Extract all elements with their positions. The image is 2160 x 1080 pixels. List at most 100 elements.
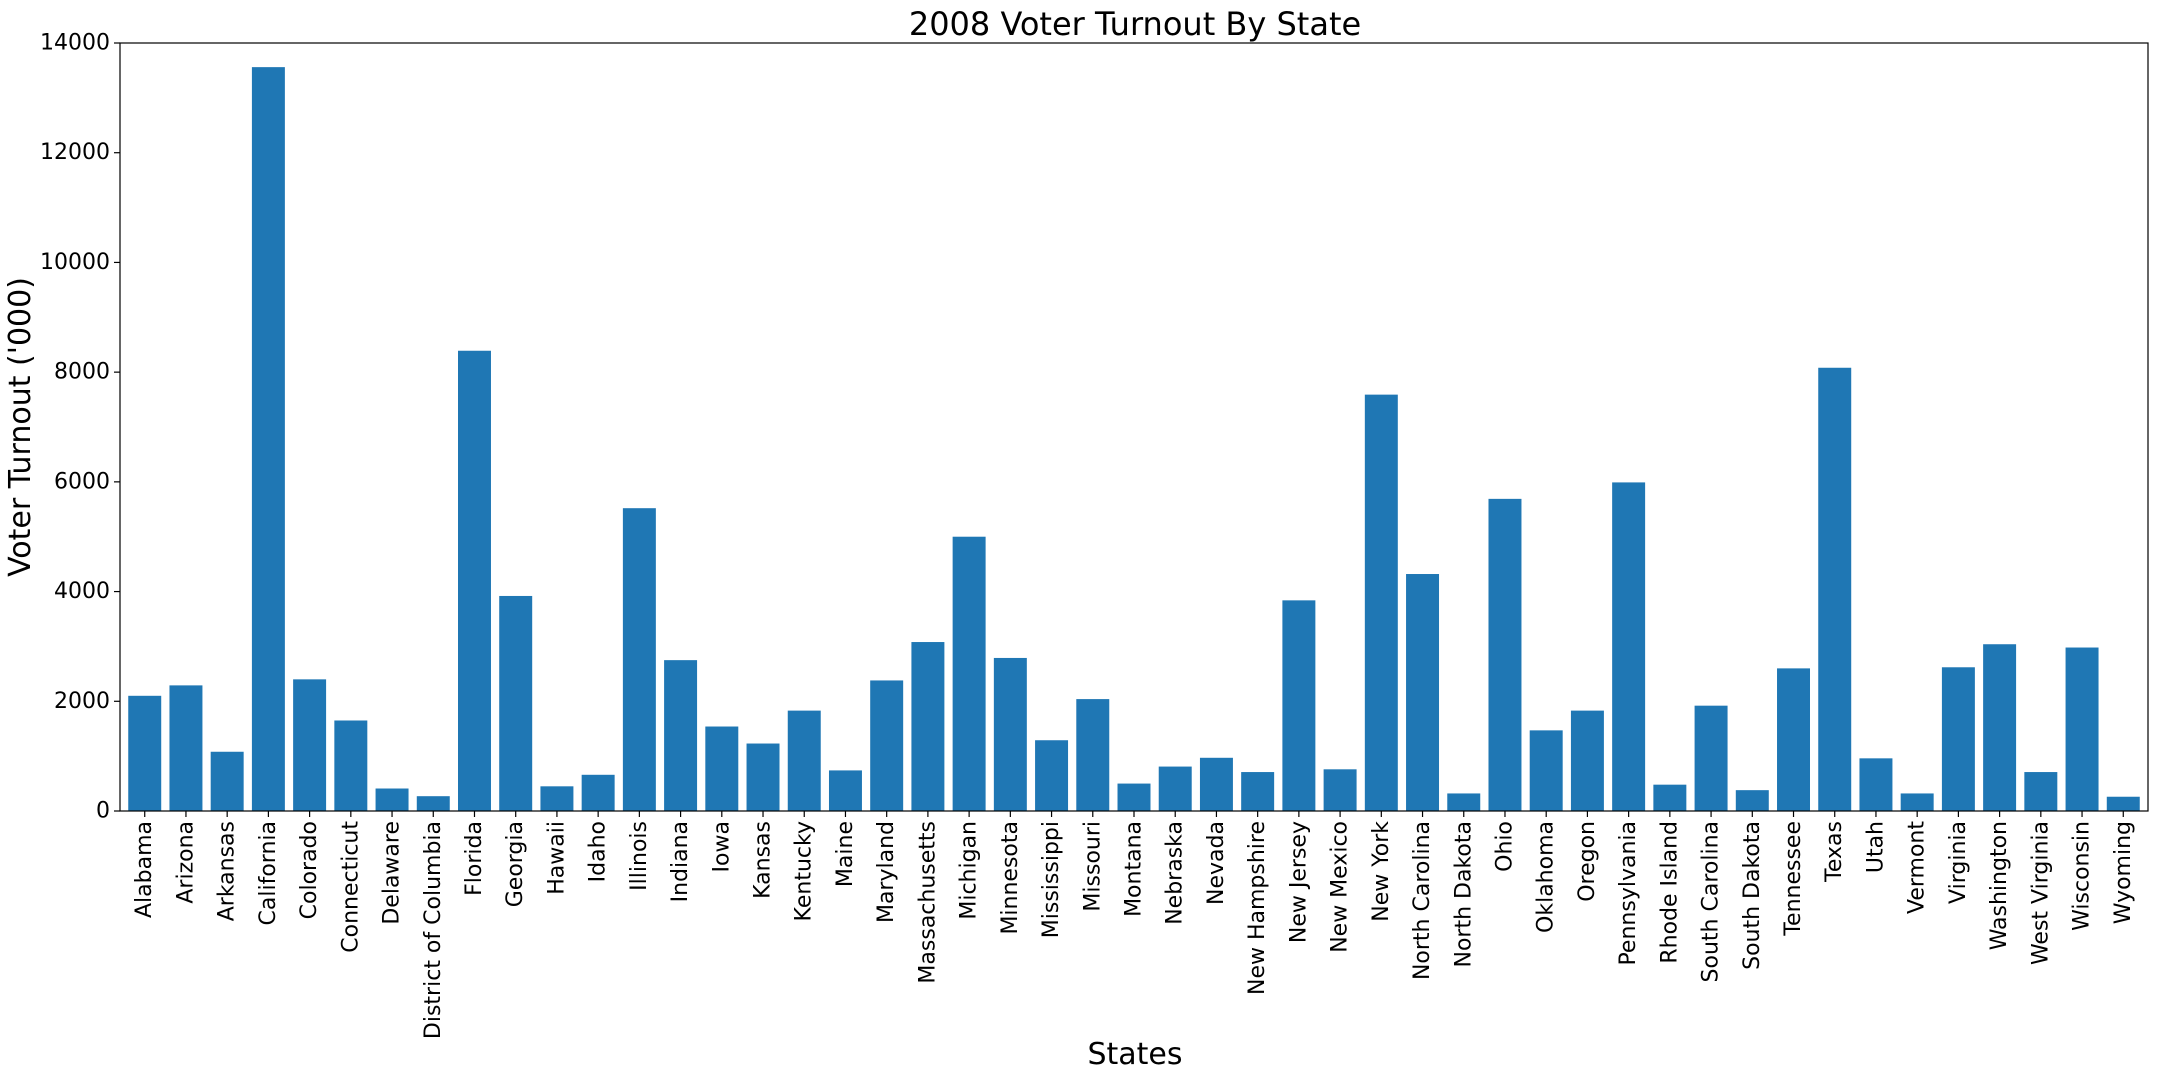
x-tick-label: Maryland — [874, 821, 899, 923]
x-tick-label: New Mexico — [1328, 821, 1353, 953]
x-tick-label: New Jersey — [1286, 821, 1311, 943]
bar-kentucky — [787, 710, 821, 811]
x-tick-label: Nebraska — [1163, 821, 1188, 925]
bar-kansas — [746, 743, 780, 811]
bar-delaware — [375, 788, 409, 811]
bar-washington — [1983, 644, 2017, 811]
x-tick-label: South Dakota — [1740, 821, 1765, 970]
bars — [128, 67, 2140, 811]
plot-frame — [119, 42, 2149, 812]
x-tick-label: Idaho — [586, 821, 611, 882]
bar-connecticut — [334, 720, 368, 811]
bar-wisconsin — [2065, 647, 2099, 811]
x-tick-label: Oklahoma — [1534, 821, 1559, 933]
bar-wyoming — [2106, 796, 2140, 811]
x-tick-label: Missouri — [1080, 821, 1105, 912]
bar-new-mexico — [1323, 769, 1357, 811]
x-tick-label: Kentucky — [792, 821, 817, 921]
x-tick-label: Colorado — [297, 821, 322, 919]
x-tick-label: Mississippi — [1039, 821, 1064, 938]
bar-south-carolina — [1694, 705, 1728, 811]
bar-nebraska — [1158, 766, 1192, 811]
x-tick-label: Florida — [462, 821, 487, 896]
x-tick-label: Vermont — [1905, 821, 1930, 914]
y-tick-label: 4000 — [54, 579, 110, 604]
y-tick-label: 2000 — [54, 689, 110, 714]
x-tick-label: Delaware — [380, 821, 405, 925]
x-tick-label: Virginia — [1946, 821, 1971, 904]
y-tick-label: 10000 — [40, 250, 110, 275]
y-tick-label: 6000 — [54, 469, 110, 494]
x-tick-label: Wisconsin — [2070, 821, 2095, 931]
x-tick-label: Tennessee — [1781, 821, 1806, 937]
x-tick-label: Hawaii — [544, 821, 569, 895]
chart-title: 2008 Voter Turnout By State — [909, 5, 1361, 43]
x-tick-label: Nevada — [1204, 821, 1229, 905]
x-tick-label: Alabama — [132, 821, 157, 918]
x-tick-label: District of Columbia — [421, 821, 446, 1039]
bar-new-york — [1364, 394, 1398, 811]
x-tick-label: Iowa — [709, 821, 734, 872]
bar-new-hampshire — [1241, 772, 1275, 811]
x-tick-label: Pennsylvania — [1616, 821, 1641, 966]
bar-texas — [1818, 367, 1852, 811]
bar-nevada — [1199, 757, 1233, 811]
bar-idaho — [581, 774, 615, 811]
x-tick-label: Minnesota — [998, 821, 1023, 935]
x-tick-label: Illinois — [627, 821, 652, 891]
bar-north-carolina — [1406, 574, 1440, 811]
bar-illinois — [622, 508, 656, 811]
bar-virginia — [1941, 667, 1975, 811]
bar-iowa — [705, 726, 739, 811]
x-tick-label: Georgia — [503, 821, 528, 907]
bar-vermont — [1900, 793, 1934, 811]
x-tick-label: New York — [1369, 821, 1394, 922]
bar-alabama — [128, 695, 162, 811]
x-tick-label: Washington — [1987, 821, 2012, 950]
x-tick-label: Michigan — [957, 821, 982, 920]
bar-maine — [828, 770, 862, 811]
x-tick-label: Maine — [833, 821, 858, 887]
x-tick-label: Arizona — [173, 821, 198, 904]
bar-arkansas — [210, 751, 244, 811]
x-axis-label: States — [1087, 1037, 1182, 1072]
x-tick-label: West Virginia — [2028, 821, 2053, 965]
x-axis: Alabama Arizona Arkansas California Colorado… — [132, 811, 2136, 1039]
bar-arizona — [169, 685, 203, 811]
x-tick-label: North Dakota — [1451, 821, 1476, 967]
bar-georgia — [499, 595, 533, 811]
x-tick-label: California — [256, 821, 281, 925]
x-tick-label: Rhode Island — [1657, 821, 1682, 964]
x-tick-label: Kansas — [751, 821, 776, 899]
bar-rhode-island — [1653, 784, 1687, 811]
bar-california — [251, 67, 285, 811]
x-tick-label: Ohio — [1492, 821, 1517, 872]
x-tick-label: Oregon — [1575, 821, 1600, 902]
y-tick-label: 0 — [96, 799, 110, 824]
bar-indiana — [664, 660, 698, 811]
x-tick-label: Arkansas — [215, 821, 240, 921]
bar-district-of-columbia — [416, 796, 450, 811]
x-tick-label: Indiana — [668, 821, 693, 902]
bar-oregon — [1570, 710, 1604, 811]
bar-minnesota — [993, 657, 1027, 811]
bar-oklahoma — [1529, 730, 1563, 811]
y-tick-label: 8000 — [54, 360, 110, 385]
bar-ohio — [1488, 498, 1522, 811]
x-tick-label: Utah — [1863, 821, 1888, 873]
bar-north-dakota — [1447, 793, 1481, 811]
x-tick-label: New Hampshire — [1245, 821, 1270, 995]
x-tick-label: Texas — [1822, 821, 1847, 883]
bar-west-virginia — [2024, 772, 2058, 811]
y-axis-label: Voter Turnout ('000) — [3, 277, 38, 577]
bar-mississippi — [1035, 740, 1069, 811]
bar-new-jersey — [1282, 600, 1316, 811]
x-tick-label: Massachusetts — [915, 821, 940, 984]
bar-south-dakota — [1735, 790, 1769, 811]
bar-florida — [458, 350, 491, 811]
bar-utah — [1859, 758, 1893, 811]
bar-hawaii — [540, 786, 574, 811]
y-tick-label: 14000 — [40, 31, 110, 56]
x-tick-label: Montana — [1122, 821, 1147, 917]
